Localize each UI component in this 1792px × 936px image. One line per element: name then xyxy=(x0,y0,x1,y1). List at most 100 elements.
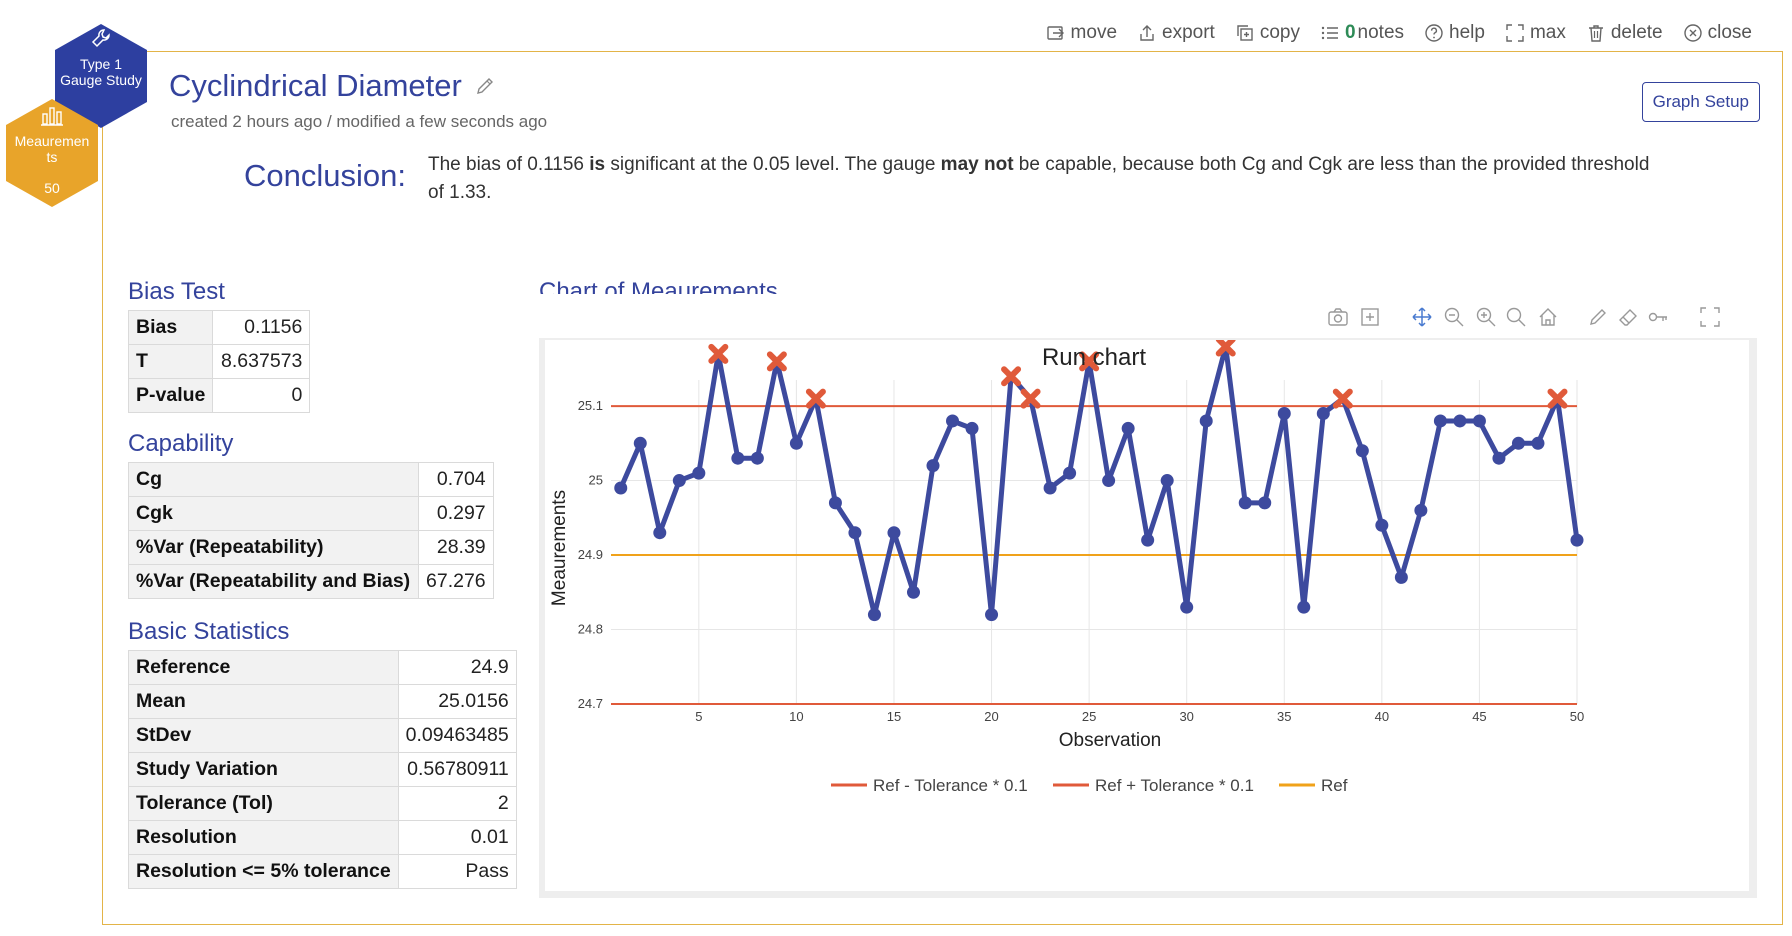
pencil-edit-icon[interactable] xyxy=(474,75,496,97)
close-button[interactable]: close xyxy=(1683,22,1752,44)
move-button[interactable]: move xyxy=(1046,22,1117,44)
stat-value: 8.637573 xyxy=(212,344,311,379)
move-icon xyxy=(1046,26,1064,40)
page-title[interactable]: Cyclindrical Diameter xyxy=(169,68,462,103)
stat-value: 25.0156 xyxy=(397,684,517,719)
notes-button[interactable]: 0 notes xyxy=(1320,22,1404,44)
export-icon xyxy=(1140,25,1154,41)
stat-key: Bias xyxy=(127,310,214,345)
help-icon xyxy=(1425,24,1443,42)
data-point xyxy=(672,474,686,488)
copy-chart-icon[interactable] xyxy=(1359,306,1381,328)
hexagon-shape xyxy=(6,99,98,207)
camera-icon[interactable] xyxy=(1327,306,1349,328)
eraser-icon[interactable] xyxy=(1617,306,1639,328)
stat-key: Reference xyxy=(128,650,399,685)
data-point xyxy=(848,526,862,540)
stat-value: 67.276 xyxy=(418,564,494,599)
zoom-out-icon[interactable] xyxy=(1443,306,1465,328)
graph-setup-button[interactable]: Graph Setup xyxy=(1641,82,1760,122)
data-point xyxy=(1199,414,1213,428)
fullscreen-icon[interactable] xyxy=(1699,306,1721,328)
dataset-line1: Meauremen xyxy=(14,133,90,149)
bias-test-heading: Bias Test xyxy=(128,278,225,305)
table-row: Cg 0.704 xyxy=(128,462,494,497)
page-subtitle: created 2 hours ago / modified a few sec… xyxy=(171,112,548,131)
chart-modebar xyxy=(539,294,1757,338)
copy-button[interactable]: copy xyxy=(1235,22,1300,44)
conclusion-text-part: be capable, because both Cg and Cgk are … xyxy=(428,154,1650,203)
x-tick-label: 5 xyxy=(695,709,702,724)
stat-value: 0.09463485 xyxy=(397,718,517,753)
table-row: Mean 25.0156 xyxy=(128,684,517,719)
study-type-line2: Gauge Study xyxy=(60,72,142,88)
data-point xyxy=(1492,451,1506,465)
data-point xyxy=(887,526,901,540)
analysis-panel: Cyclindrical Diameter created 2 hours ag… xyxy=(102,51,1783,925)
data-point xyxy=(1141,533,1155,547)
study-type-badge[interactable]: Type 1 Gauge Study xyxy=(53,22,149,130)
panel-toolbar: move export copy 0 notes help max delete … xyxy=(1046,22,1752,44)
out-of-limit-marker xyxy=(1079,351,1100,372)
out-of-limit-marker xyxy=(766,351,787,372)
delete-button[interactable]: delete xyxy=(1586,22,1663,44)
notes-list-icon xyxy=(1321,26,1338,40)
stat-key: Cg xyxy=(128,462,419,497)
basic-statistics-heading: Basic Statistics xyxy=(128,618,290,645)
conclusion-emphasis: is xyxy=(589,154,606,175)
conclusion-emphasis: may not xyxy=(940,154,1014,175)
spike-lines-icon[interactable] xyxy=(1647,306,1669,328)
autoscale-icon[interactable] xyxy=(1505,306,1527,328)
dataset-badge[interactable]: Meauremen ts 50 xyxy=(4,97,100,209)
draw-line-icon[interactable] xyxy=(1587,306,1609,328)
data-point xyxy=(1316,407,1330,421)
move-label: move xyxy=(1070,22,1118,43)
export-button[interactable]: export xyxy=(1137,22,1215,44)
zoom-in-icon[interactable] xyxy=(1475,306,1497,328)
basic-statistics-table: Reference 24.9 Mean 25.0156 StDev 0.0946348… xyxy=(128,650,517,889)
table-row: StDev 0.09463485 xyxy=(128,718,517,753)
stat-value: 2 xyxy=(397,786,517,821)
max-button[interactable]: max xyxy=(1505,22,1566,44)
close-icon xyxy=(1683,24,1702,42)
table-row: Resolution 0.01 xyxy=(128,820,517,855)
run-chart[interactable]: 5 10 15 20 25 30 35 40 45 50 24.7 24.8 24.9 25 25.1 Run… xyxy=(545,336,1749,891)
table-row: T 8.637573 xyxy=(127,344,311,379)
wrench-icon xyxy=(91,29,110,48)
export-label: export xyxy=(1162,22,1215,43)
data-point xyxy=(1511,436,1525,450)
stat-key: Resolution <= 5% tolerance xyxy=(128,854,399,889)
chart-plot-area: 5 10 15 20 25 30 35 40 45 50 24.7 24.8 24.9 25 25.1 Run… xyxy=(545,336,1749,891)
data-point xyxy=(1043,481,1057,495)
stat-key: %Var (Repeatability) xyxy=(128,530,419,565)
table-row: %Var (Repeatability) 28.39 xyxy=(128,530,494,565)
data-point xyxy=(614,481,628,495)
conclusion-text-part: The bias of 0.1156 xyxy=(428,154,590,175)
stat-value: 0 xyxy=(212,378,311,413)
dataset-count: 50 xyxy=(44,180,60,196)
chart-title: Run chart xyxy=(1042,344,1146,371)
stat-value: 0.704 xyxy=(418,462,494,497)
y-tick-label: 25.1 xyxy=(578,398,603,413)
chart-container: 5 10 15 20 25 30 35 40 45 50 24.7 24.8 24.9 25 25.1 Run… xyxy=(539,294,1757,898)
maximize-icon xyxy=(1506,24,1524,42)
data-point xyxy=(1277,407,1291,421)
pan-icon[interactable] xyxy=(1411,306,1433,328)
out-of-limit-marker xyxy=(708,343,729,364)
data-point xyxy=(1180,600,1194,614)
table-row: Bias 0.1156 xyxy=(127,310,311,345)
table-row: Study Variation 0.56780911 xyxy=(128,752,517,787)
table-row: Cgk 0.297 xyxy=(128,496,494,531)
stat-key: Resolution xyxy=(128,820,399,855)
data-point xyxy=(1570,533,1584,547)
home-icon[interactable] xyxy=(1537,306,1559,328)
data-point xyxy=(692,466,706,480)
stat-value: 0.1156 xyxy=(212,310,311,345)
data-point xyxy=(906,585,920,599)
data-point xyxy=(1102,474,1116,488)
x-tick-label: 35 xyxy=(1277,709,1291,724)
data-point xyxy=(1414,503,1428,517)
help-button[interactable]: help xyxy=(1424,22,1485,44)
out-of-limit-marker xyxy=(1547,388,1568,409)
stat-key: P-value xyxy=(127,378,214,413)
